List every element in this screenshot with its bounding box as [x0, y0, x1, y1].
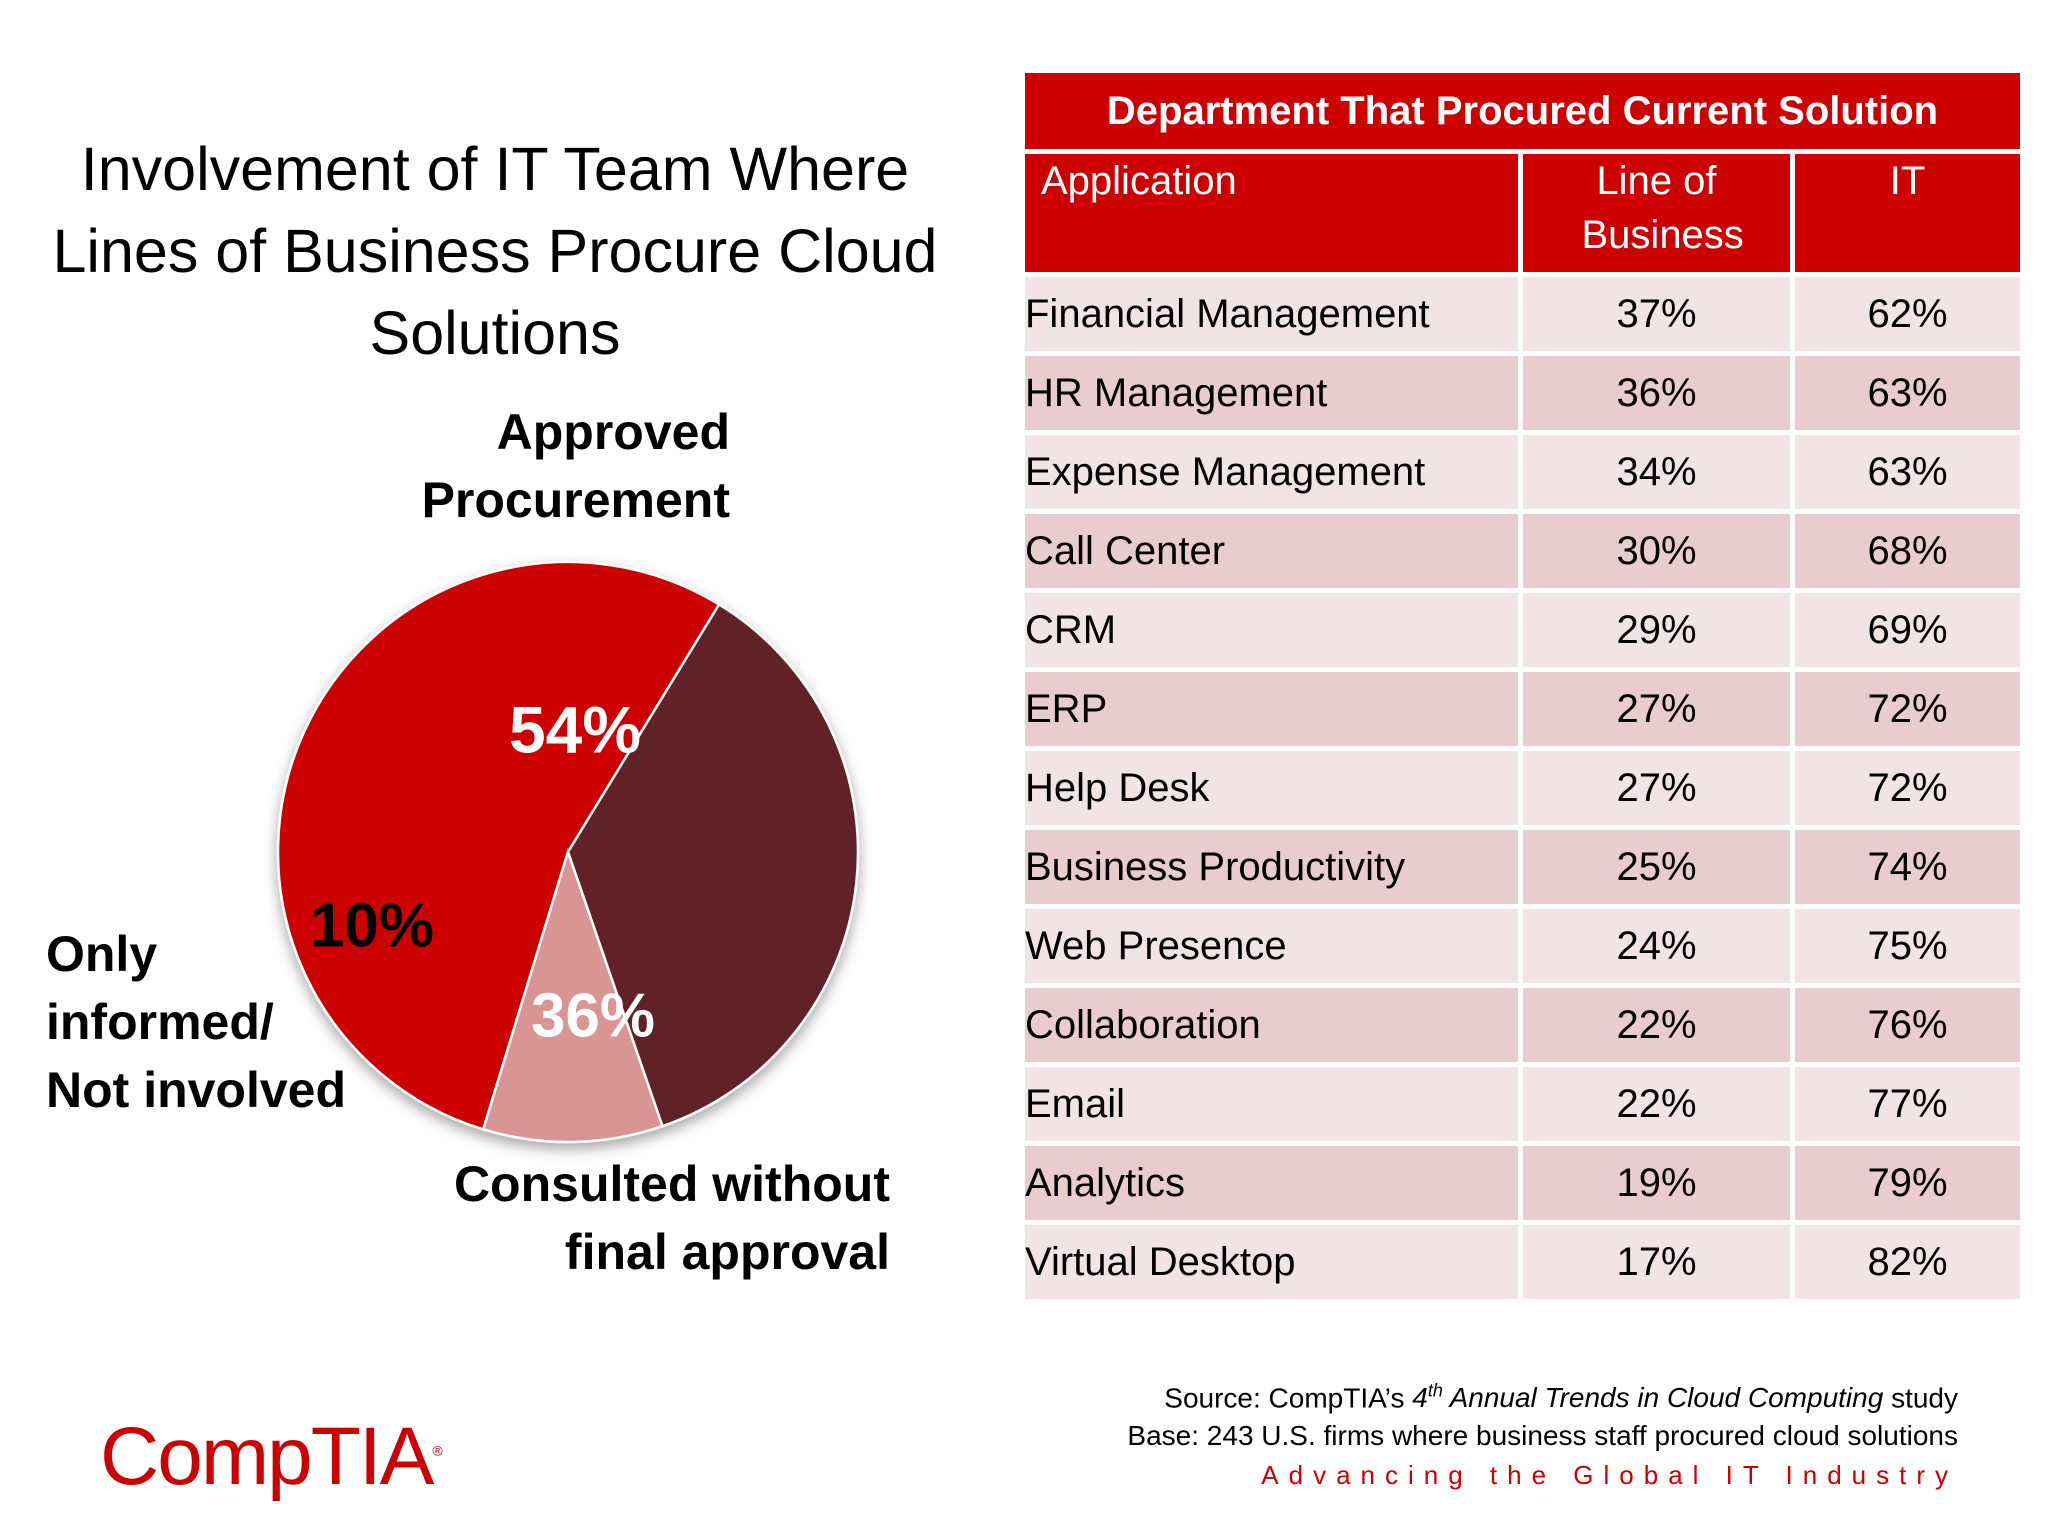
source-line: Source: CompTIA’s 4th Annual Trends in C…: [1164, 1381, 1958, 1414]
cell-it: 76%: [1789, 983, 2026, 1067]
pie-slice-value-label: 54%: [509, 692, 641, 766]
cell-application: Email: [1020, 1062, 1523, 1146]
table-row: Expense Management 34% 63%: [1020, 430, 2026, 514]
cell-application: CRM: [1020, 588, 1523, 672]
chart-title: Involvement of IT Team Where Lines of Bu…: [52, 135, 938, 367]
table-row: Analytics 19% 79%: [1020, 1141, 2026, 1225]
column-header-line-of-business: Line of Business: [1518, 149, 1795, 277]
cell-line-of-business: 27%: [1518, 667, 1795, 751]
cell-line-of-business: 29%: [1518, 588, 1795, 672]
cell-it: 77%: [1789, 1062, 2026, 1146]
cell-it: 62%: [1789, 272, 2026, 356]
table-row: Call Center 30% 68%: [1020, 509, 2026, 593]
pie-slice-approved-procurement: [276, 560, 721, 1131]
table-row: Financial Management 37% 62%: [1020, 272, 2026, 356]
cell-it: 63%: [1789, 430, 2026, 514]
cell-application: ERP: [1020, 667, 1523, 751]
cell-application: Financial Management: [1020, 272, 1523, 356]
cell-application: Virtual Desktop: [1020, 1220, 1523, 1304]
table-row: ERP 27% 72%: [1020, 667, 2026, 751]
cell-line-of-business: 30%: [1518, 509, 1795, 593]
label-approved-procurement: Approved Procurement: [421, 404, 730, 528]
cell-line-of-business: 36%: [1518, 351, 1795, 435]
cell-it: 63%: [1789, 351, 2026, 435]
cell-application: Analytics: [1020, 1141, 1523, 1225]
cell-it: 68%: [1789, 509, 2026, 593]
cell-application: Business Productivity: [1020, 825, 1523, 909]
department-table: Department That Procured Current Solutio…: [1019, 68, 2026, 1304]
table-row: HR Management 36% 63%: [1020, 351, 2026, 435]
table-row: Web Presence 24% 75%: [1020, 904, 2026, 988]
cell-application: Collaboration: [1020, 983, 1523, 1067]
tagline: Advancing the Global IT Industry: [1261, 1460, 1958, 1490]
table-row: Email 22% 77%: [1020, 1062, 2026, 1146]
pie-slice-value-label: 10%: [310, 891, 434, 960]
cell-line-of-business: 17%: [1518, 1220, 1795, 1304]
cell-it: 74%: [1789, 825, 2026, 909]
cell-it: 72%: [1789, 667, 2026, 751]
pie-slice-value-label: 36%: [531, 981, 655, 1050]
cell-it: 75%: [1789, 904, 2026, 988]
cell-it: 69%: [1789, 588, 2026, 672]
cell-application: Expense Management: [1020, 430, 1523, 514]
cell-line-of-business: 19%: [1518, 1141, 1795, 1225]
table-title: Department That Procured Current Solutio…: [1019, 68, 2026, 154]
label-consulted-without-final-approval: Consulted without final approval: [453, 1156, 890, 1280]
cell-line-of-business: 22%: [1518, 1062, 1795, 1146]
pie-slice-only-informed-not-involved: [481, 847, 664, 1144]
cell-it: 82%: [1789, 1220, 2026, 1304]
cell-application: Call Center: [1020, 509, 1523, 593]
table-row: Virtual Desktop 17% 82%: [1020, 1220, 2026, 1304]
label-only-informed: Only informed/ Not involved: [46, 926, 347, 1118]
cell-application: HR Management: [1020, 351, 1523, 435]
table-row: Collaboration 22% 76%: [1020, 983, 2026, 1067]
cell-application: Web Presence: [1020, 904, 1523, 988]
cell-line-of-business: 24%: [1518, 904, 1795, 988]
cell-line-of-business: 37%: [1518, 272, 1795, 356]
cell-line-of-business: 25%: [1518, 825, 1795, 909]
pie-chart: 54% 36% 10%: [276, 560, 860, 1144]
cell-it: 79%: [1789, 1141, 2026, 1225]
column-header-it: IT: [1789, 149, 2026, 277]
base-line: Base: 243 U.S. firms where business staf…: [1127, 1420, 1958, 1452]
table-row: Help Desk 27% 72%: [1020, 746, 2026, 830]
cell-it: 72%: [1789, 746, 2026, 830]
comptia-logo: CompTIA®: [100, 1411, 443, 1502]
table-row: CRM 29% 69%: [1020, 588, 2026, 672]
pie-slice-consulted-without-final-approval: [566, 602, 860, 1128]
cell-line-of-business: 34%: [1518, 430, 1795, 514]
cell-line-of-business: 27%: [1518, 746, 1795, 830]
cell-line-of-business: 22%: [1518, 983, 1795, 1067]
column-header-application: Application: [1020, 149, 1523, 277]
table-row: Business Productivity 25% 74%: [1020, 825, 2026, 909]
source-note: Source: CompTIA’s 4th Annual Trends in C…: [1127, 1372, 1958, 1455]
cell-application: Help Desk: [1020, 746, 1523, 830]
